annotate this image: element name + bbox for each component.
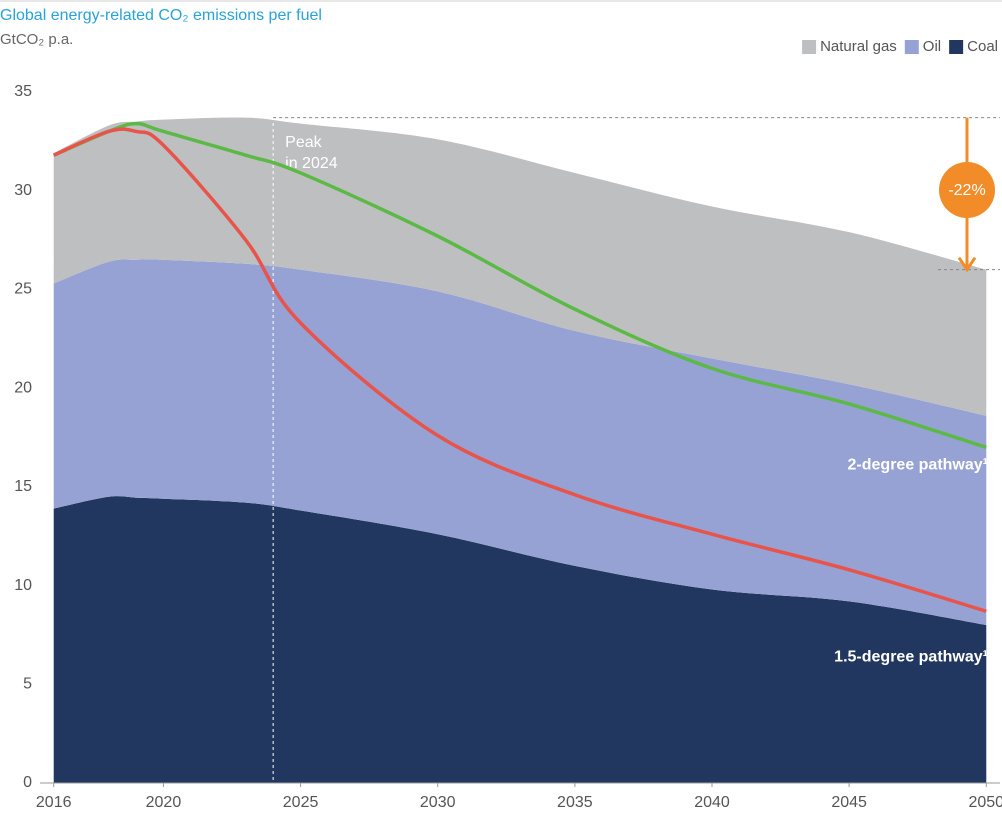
pathway-line: [53, 121, 987, 450]
x-tick-label: 2035: [557, 794, 593, 811]
area: [53, 259, 987, 626]
y-tick-label: 20: [14, 379, 32, 396]
y-tick-label: 25: [14, 281, 32, 298]
change-badge: [939, 162, 995, 218]
x-tick-label: 2020: [146, 794, 182, 811]
x-tick-label: 2016: [36, 794, 72, 811]
annotation: Peak: [285, 134, 322, 151]
y-tick-label: 15: [14, 478, 32, 495]
legend-swatch: [904, 40, 919, 54]
annotation: in 2024: [285, 155, 338, 172]
x-tick-label: 2050: [968, 794, 1002, 811]
arrow-head: [957, 256, 977, 273]
legend-label: Oil: [923, 38, 941, 55]
legend-label: Natural gas: [820, 38, 897, 55]
legend-swatch: [802, 40, 817, 54]
y-tick-label: 30: [14, 182, 32, 199]
area: [53, 496, 987, 783]
x-tick-label: 2025: [283, 794, 319, 811]
y-tick-label: 5: [23, 676, 32, 693]
change-label: -22%: [948, 182, 985, 199]
y-tick-label: 0: [23, 774, 32, 791]
area: [53, 117, 987, 416]
chart-title: Global energy-related CO₂ emissions per …: [0, 7, 322, 24]
chart-subtitle: GtCO₂ p.a.: [0, 31, 73, 48]
y-tick-label: 10: [14, 577, 32, 594]
x-tick-label: 2045: [831, 794, 867, 811]
x-tick-label: 2040: [694, 794, 730, 811]
line-label: 1.5-degree pathway¹: [834, 648, 988, 665]
pathway-line: [53, 127, 987, 613]
legend-label: Coal: [967, 38, 998, 55]
y-tick-label: 35: [14, 83, 32, 100]
legend-swatch: [949, 40, 964, 54]
line-label: 2-degree pathway¹: [848, 457, 988, 474]
x-tick-label: 2030: [420, 794, 456, 811]
